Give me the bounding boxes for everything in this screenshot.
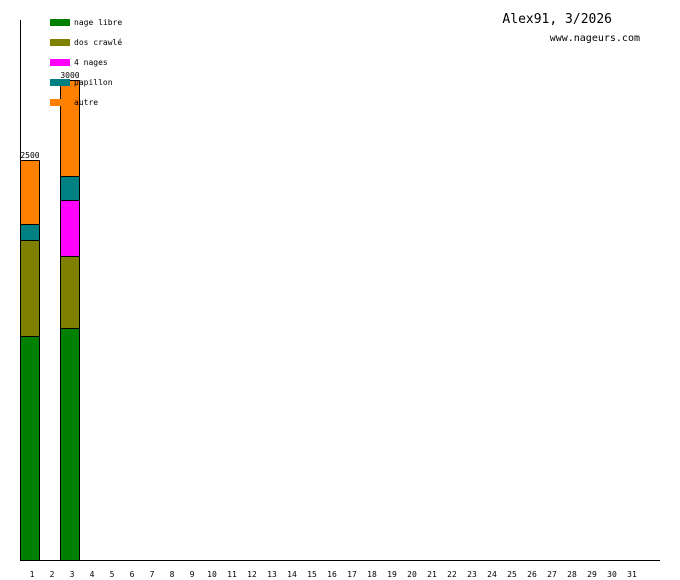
legend-swatch [50,19,70,26]
x-tick-label: 2 [50,570,55,579]
x-tick-label: 15 [307,570,317,579]
x-tick-label: 27 [547,570,557,579]
x-tick-label: 20 [407,570,417,579]
x-tick-label: 4 [90,570,95,579]
x-tick-label: 29 [587,570,597,579]
bar-segment [20,160,40,225]
x-tick-label: 19 [387,570,397,579]
x-tick-label: 28 [567,570,577,579]
x-tick-label: 5 [110,570,115,579]
legend-swatch [50,79,70,86]
x-tick-label: 16 [327,570,337,579]
bar-segment [60,80,80,177]
x-tick-label: 17 [347,570,357,579]
x-tick-label: 7 [150,570,155,579]
x-tick-label: 14 [287,570,297,579]
x-tick-label: 21 [427,570,437,579]
chart-subtitle: www.nageurs.com [550,33,640,44]
x-tick-label: 25 [507,570,517,579]
legend-label: papillon [74,78,113,87]
x-tick-label: 3 [70,570,75,579]
bar-segment [60,200,80,257]
legend-swatch [50,59,70,66]
x-tick-label: 11 [227,570,237,579]
legend-label: 4 nages [74,58,108,67]
total-label: 3000 [60,71,79,80]
x-tick-label: 18 [367,570,377,579]
bar-segment [60,328,80,561]
x-tick-label: 24 [487,570,497,579]
x-tick-label: 26 [527,570,537,579]
bar-segment [60,176,80,201]
chart-title: Alex91, 3/2026 [502,12,612,27]
x-tick-label: 1 [30,570,35,579]
legend-swatch [50,39,70,46]
x-tick-label: 10 [207,570,217,579]
bar-segment [20,336,40,561]
x-tick-label: 23 [467,570,477,579]
legend-label: nage libre [74,18,122,27]
legend-label: dos crawlé [74,37,122,47]
bar-segment [60,256,80,329]
x-tick-label: 13 [267,570,277,579]
bar-segment [20,224,40,241]
x-tick-label: 9 [190,570,195,579]
x-tick-label: 8 [170,570,175,579]
legend-swatch [50,99,70,106]
x-tick-label: 6 [130,570,135,579]
x-tick-label: 30 [607,570,617,579]
bar-segment [20,240,40,337]
x-tick-label: 22 [447,570,457,579]
x-tick-label: 31 [627,570,637,579]
total-label: 2500 [20,151,39,160]
legend-label: autre [74,98,98,107]
x-tick-label: 12 [247,570,257,579]
